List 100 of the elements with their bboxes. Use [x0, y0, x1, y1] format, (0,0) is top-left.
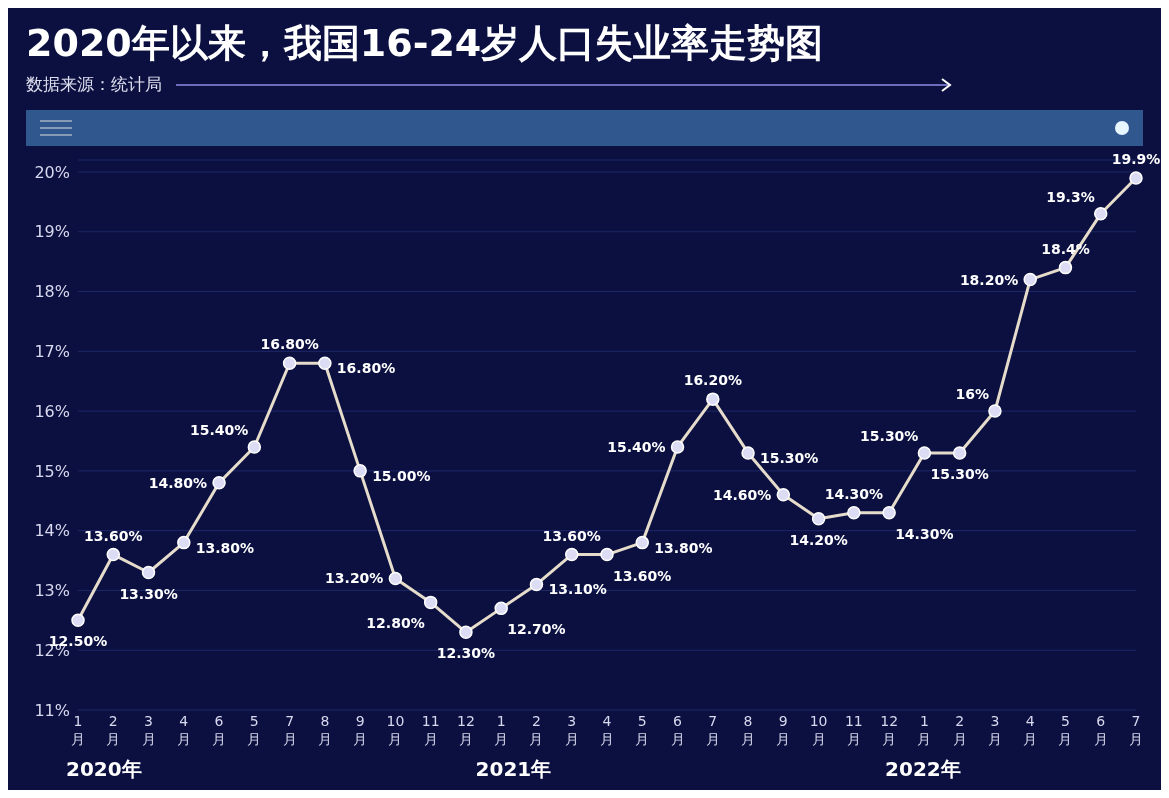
point — [459, 625, 473, 640]
point — [529, 577, 544, 592]
point — [177, 535, 191, 550]
x-tick-label: 9 月 — [353, 713, 368, 747]
x-tick-label: 6 月 — [212, 713, 227, 747]
x-tick-label: 4 月 — [176, 713, 191, 747]
data-label: 18.20% — [959, 271, 1019, 288]
y-tick-label: 17% — [34, 341, 70, 361]
point — [811, 511, 826, 526]
data-label: 12.80% — [366, 615, 425, 632]
point — [423, 595, 438, 610]
point — [1129, 171, 1143, 185]
x-tick-label: 12 月 — [457, 713, 475, 747]
y-tick-label: 11% — [34, 700, 70, 720]
x-tick-label: 10 月 — [386, 713, 405, 747]
x-tick-label: 1 月 — [71, 713, 85, 747]
data-label: 14.60% — [713, 486, 772, 503]
data-label: 13.60% — [84, 527, 143, 544]
x-tick-label: 5 月 — [247, 713, 262, 747]
point — [988, 404, 1002, 418]
data-label: 14.30% — [895, 525, 954, 542]
x-tick-label: 3 月 — [141, 713, 156, 747]
data-label: 16% — [955, 386, 989, 403]
point — [776, 488, 791, 502]
point — [353, 464, 367, 478]
point — [247, 440, 262, 454]
point — [635, 535, 650, 550]
data-label: 13.20% — [325, 570, 384, 587]
data-label: 15.40% — [607, 438, 666, 455]
point — [318, 356, 332, 371]
y-tick-label: 18% — [34, 282, 70, 302]
data-label: 16.20% — [683, 372, 742, 389]
data-label: 13.60% — [613, 567, 672, 584]
x-tick-label: 5 月 — [1058, 713, 1073, 747]
point — [600, 547, 614, 562]
point — [952, 446, 967, 460]
point — [106, 547, 121, 562]
x-tick-label: 2 月 — [529, 713, 544, 747]
chart-title: 2020年以来，我国16-24岁人口失业率走势图 — [25, 20, 825, 67]
point — [847, 505, 861, 520]
data-label: 15.30% — [760, 449, 819, 466]
point — [741, 446, 755, 460]
y-tick-label: 13% — [34, 581, 70, 601]
point — [564, 547, 579, 562]
y-tick-label: 20% — [34, 162, 70, 182]
data-label: 15.30% — [930, 465, 989, 482]
data-label: 13.30% — [119, 585, 178, 602]
text: 2021年 — [475, 756, 552, 783]
source-note: 数据来源：统计局 — [26, 73, 162, 96]
y-tick-label: 19% — [34, 222, 70, 242]
x-tick-label: 5 月 — [635, 713, 650, 747]
point — [670, 440, 685, 454]
point — [494, 601, 508, 616]
point — [1093, 207, 1108, 221]
text: 2022年 — [885, 756, 961, 783]
data-label: 19.3% — [1046, 188, 1095, 205]
y-tick-label: 15% — [34, 461, 70, 481]
point — [212, 476, 226, 490]
data-label: 14.30% — [824, 485, 884, 502]
x-tick-label: 3 月 — [564, 713, 579, 747]
data-label: 19.9% — [1111, 150, 1161, 167]
data-label: 14.20% — [789, 531, 848, 548]
point — [388, 571, 403, 586]
data-label: 13.80% — [195, 539, 255, 556]
data-label: 12.30% — [436, 645, 496, 662]
x-tick-label: 1 月 — [917, 713, 932, 747]
data-label: 15.30% — [860, 427, 919, 444]
x-tick-label: 4 月 — [600, 713, 614, 747]
text: 2020年 — [66, 756, 142, 783]
data-label: 14.80% — [148, 474, 208, 491]
point — [282, 356, 297, 371]
data-label: 15.40% — [190, 421, 249, 438]
point — [1058, 260, 1073, 275]
data-label: 13.10% — [548, 581, 607, 598]
x-tick-label: 7 月 — [705, 713, 720, 747]
x-tick-label: 7 月 — [1129, 713, 1143, 747]
data-label: 16.80% — [260, 336, 319, 353]
data-label: 15.00% — [372, 467, 431, 484]
data-label: 16.80% — [336, 360, 396, 377]
x-tick-label: 7 月 — [282, 713, 297, 747]
y-tick-label: 14% — [34, 521, 70, 541]
point — [917, 446, 932, 460]
x-tick-label: 6 月 — [1093, 713, 1108, 747]
x-tick-label: 10 月 — [809, 713, 828, 747]
data-label: 12.70% — [507, 621, 566, 638]
point — [1023, 272, 1037, 287]
x-tick-label: 3 月 — [987, 713, 1002, 747]
point — [71, 613, 85, 628]
y-tick-label: 16% — [34, 401, 70, 421]
x-tick-label: 12 月 — [880, 713, 899, 747]
x-tick-label: 2 月 — [952, 713, 967, 747]
x-tick-label: 6 月 — [670, 713, 685, 747]
point — [706, 392, 720, 406]
x-tick-label: 8 月 — [741, 713, 756, 747]
data-label: 13.80% — [654, 539, 713, 556]
x-tick-label: 9 月 — [776, 713, 791, 747]
data-label: 13.60% — [542, 527, 601, 544]
x-tick-label: 11 月 — [844, 713, 863, 747]
x-tick-label: 2 月 — [106, 713, 121, 747]
x-tick-label: 8 月 — [317, 713, 332, 747]
